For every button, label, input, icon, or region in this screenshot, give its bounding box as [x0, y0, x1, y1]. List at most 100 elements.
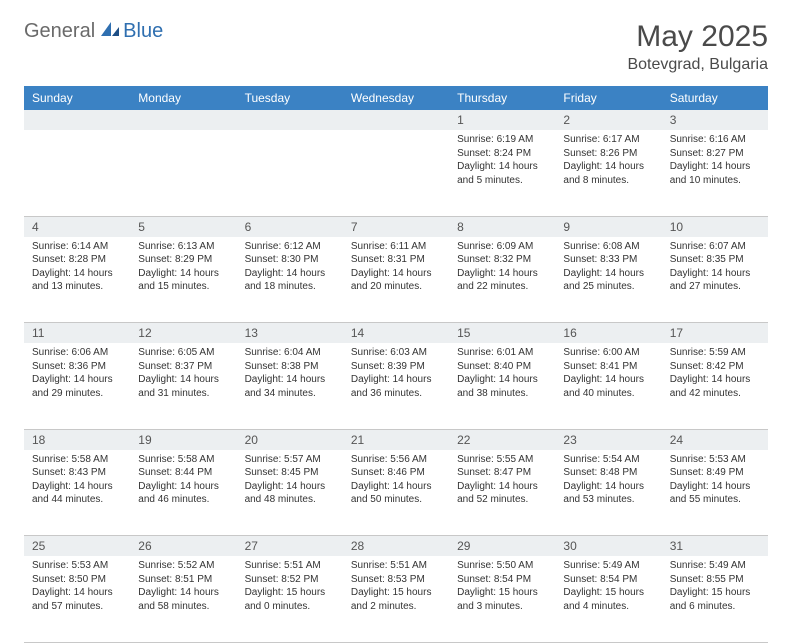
day-cell: [343, 130, 449, 216]
sunset-text: Sunset: 8:28 PM: [32, 253, 122, 267]
sunrise-text: Sunrise: 5:57 AM: [245, 453, 335, 467]
day-cell: Sunrise: 5:59 AMSunset: 8:42 PMDaylight:…: [662, 343, 768, 429]
day-cell: Sunrise: 6:07 AMSunset: 8:35 PMDaylight:…: [662, 237, 768, 323]
sunset-text: Sunset: 8:55 PM: [670, 573, 760, 587]
sunset-text: Sunset: 8:32 PM: [457, 253, 547, 267]
day-cell: [237, 130, 343, 216]
day-cell: Sunrise: 6:09 AMSunset: 8:32 PMDaylight:…: [449, 237, 555, 323]
sunrise-text: Sunrise: 6:19 AM: [457, 133, 547, 147]
calendar-body: 123Sunrise: 6:19 AMSunset: 8:24 PMDaylig…: [24, 110, 768, 642]
day-cell: Sunrise: 5:51 AMSunset: 8:52 PMDaylight:…: [237, 556, 343, 642]
weekday-header: Friday: [555, 86, 661, 110]
sunset-text: Sunset: 8:40 PM: [457, 360, 547, 374]
sunset-text: Sunset: 8:45 PM: [245, 466, 335, 480]
sunset-text: Sunset: 8:51 PM: [138, 573, 228, 587]
day-number-cell: 14: [343, 323, 449, 344]
sunrise-text: Sunrise: 6:14 AM: [32, 240, 122, 254]
daylight-text: Daylight: 14 hours and 34 minutes.: [245, 373, 335, 400]
weekday-header: Wednesday: [343, 86, 449, 110]
daylight-text: Daylight: 15 hours and 3 minutes.: [457, 586, 547, 613]
day-cell: Sunrise: 6:06 AMSunset: 8:36 PMDaylight:…: [24, 343, 130, 429]
sunrise-text: Sunrise: 5:54 AM: [563, 453, 653, 467]
brand-blue: Blue: [123, 20, 163, 43]
daylight-text: Daylight: 14 hours and 22 minutes.: [457, 267, 547, 294]
brand-general: General: [24, 20, 95, 43]
weekday-header: Monday: [130, 86, 236, 110]
day-cell: Sunrise: 5:58 AMSunset: 8:44 PMDaylight:…: [130, 450, 236, 536]
week-row: Sunrise: 5:53 AMSunset: 8:50 PMDaylight:…: [24, 556, 768, 642]
day-number-cell: 7: [343, 216, 449, 237]
day-number-cell: [343, 110, 449, 130]
day-number-cell: 18: [24, 429, 130, 450]
sunset-text: Sunset: 8:49 PM: [670, 466, 760, 480]
brand-logo: General Blue: [24, 20, 163, 43]
day-cell: Sunrise: 6:04 AMSunset: 8:38 PMDaylight:…: [237, 343, 343, 429]
sunrise-text: Sunrise: 6:11 AM: [351, 240, 441, 254]
day-cell: Sunrise: 6:13 AMSunset: 8:29 PMDaylight:…: [130, 237, 236, 323]
day-number-cell: 10: [662, 216, 768, 237]
daylight-text: Daylight: 14 hours and 15 minutes.: [138, 267, 228, 294]
sunrise-text: Sunrise: 6:12 AM: [245, 240, 335, 254]
day-number-cell: 19: [130, 429, 236, 450]
sunset-text: Sunset: 8:42 PM: [670, 360, 760, 374]
day-cell: Sunrise: 5:49 AMSunset: 8:55 PMDaylight:…: [662, 556, 768, 642]
sunrise-text: Sunrise: 6:05 AM: [138, 346, 228, 360]
sunrise-text: Sunrise: 5:53 AM: [32, 559, 122, 573]
day-cell: [24, 130, 130, 216]
sunrise-text: Sunrise: 5:52 AM: [138, 559, 228, 573]
page-header: General Blue May 2025 Botevgrad, Bulgari…: [24, 20, 768, 74]
day-cell: Sunrise: 5:51 AMSunset: 8:53 PMDaylight:…: [343, 556, 449, 642]
day-number-cell: 23: [555, 429, 661, 450]
day-cell: [130, 130, 236, 216]
daylight-text: Daylight: 14 hours and 58 minutes.: [138, 586, 228, 613]
daylight-text: Daylight: 14 hours and 53 minutes.: [563, 480, 653, 507]
weekday-header: Tuesday: [237, 86, 343, 110]
weekday-header: Saturday: [662, 86, 768, 110]
day-number-cell: 11: [24, 323, 130, 344]
daylight-text: Daylight: 14 hours and 48 minutes.: [245, 480, 335, 507]
day-number-cell: 5: [130, 216, 236, 237]
sunrise-text: Sunrise: 5:51 AM: [351, 559, 441, 573]
daylight-text: Daylight: 14 hours and 31 minutes.: [138, 373, 228, 400]
day-cell: Sunrise: 6:08 AMSunset: 8:33 PMDaylight:…: [555, 237, 661, 323]
week-row: Sunrise: 6:19 AMSunset: 8:24 PMDaylight:…: [24, 130, 768, 216]
day-number-cell: 6: [237, 216, 343, 237]
daylight-text: Daylight: 14 hours and 57 minutes.: [32, 586, 122, 613]
day-cell: Sunrise: 5:53 AMSunset: 8:50 PMDaylight:…: [24, 556, 130, 642]
sunset-text: Sunset: 8:44 PM: [138, 466, 228, 480]
sunset-text: Sunset: 8:38 PM: [245, 360, 335, 374]
location: Botevgrad, Bulgaria: [627, 56, 768, 74]
day-number-cell: [130, 110, 236, 130]
daylight-text: Daylight: 14 hours and 44 minutes.: [32, 480, 122, 507]
day-cell: Sunrise: 6:14 AMSunset: 8:28 PMDaylight:…: [24, 237, 130, 323]
daylight-text: Daylight: 14 hours and 40 minutes.: [563, 373, 653, 400]
daylight-text: Daylight: 14 hours and 5 minutes.: [457, 160, 547, 187]
sunrise-text: Sunrise: 5:55 AM: [457, 453, 547, 467]
day-cell: Sunrise: 5:50 AMSunset: 8:54 PMDaylight:…: [449, 556, 555, 642]
sunrise-text: Sunrise: 6:00 AM: [563, 346, 653, 360]
day-cell: Sunrise: 6:19 AMSunset: 8:24 PMDaylight:…: [449, 130, 555, 216]
day-number-cell: 20: [237, 429, 343, 450]
day-number-cell: 9: [555, 216, 661, 237]
day-number-cell: 21: [343, 429, 449, 450]
day-number-cell: 30: [555, 536, 661, 557]
sunrise-text: Sunrise: 5:56 AM: [351, 453, 441, 467]
sunset-text: Sunset: 8:41 PM: [563, 360, 653, 374]
sunrise-text: Sunrise: 6:01 AM: [457, 346, 547, 360]
day-cell: Sunrise: 5:56 AMSunset: 8:46 PMDaylight:…: [343, 450, 449, 536]
day-cell: Sunrise: 6:12 AMSunset: 8:30 PMDaylight:…: [237, 237, 343, 323]
day-cell: Sunrise: 6:11 AMSunset: 8:31 PMDaylight:…: [343, 237, 449, 323]
sunset-text: Sunset: 8:54 PM: [457, 573, 547, 587]
day-cell: Sunrise: 5:49 AMSunset: 8:54 PMDaylight:…: [555, 556, 661, 642]
sunrise-text: Sunrise: 5:53 AM: [670, 453, 760, 467]
sunrise-text: Sunrise: 5:49 AM: [670, 559, 760, 573]
sunset-text: Sunset: 8:54 PM: [563, 573, 653, 587]
week-row: Sunrise: 5:58 AMSunset: 8:43 PMDaylight:…: [24, 450, 768, 536]
sunrise-text: Sunrise: 6:04 AM: [245, 346, 335, 360]
sunset-text: Sunset: 8:52 PM: [245, 573, 335, 587]
daylight-text: Daylight: 14 hours and 50 minutes.: [351, 480, 441, 507]
daynum-row: 11121314151617: [24, 323, 768, 344]
sunrise-text: Sunrise: 5:51 AM: [245, 559, 335, 573]
sunrise-text: Sunrise: 5:49 AM: [563, 559, 653, 573]
daynum-row: 25262728293031: [24, 536, 768, 557]
